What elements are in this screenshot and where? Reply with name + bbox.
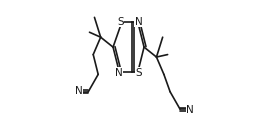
Text: S: S [117, 17, 124, 27]
Text: N: N [135, 17, 142, 27]
Text: S: S [136, 68, 143, 78]
Text: N: N [115, 68, 122, 78]
Text: N: N [186, 105, 194, 115]
Text: N: N [75, 86, 82, 95]
